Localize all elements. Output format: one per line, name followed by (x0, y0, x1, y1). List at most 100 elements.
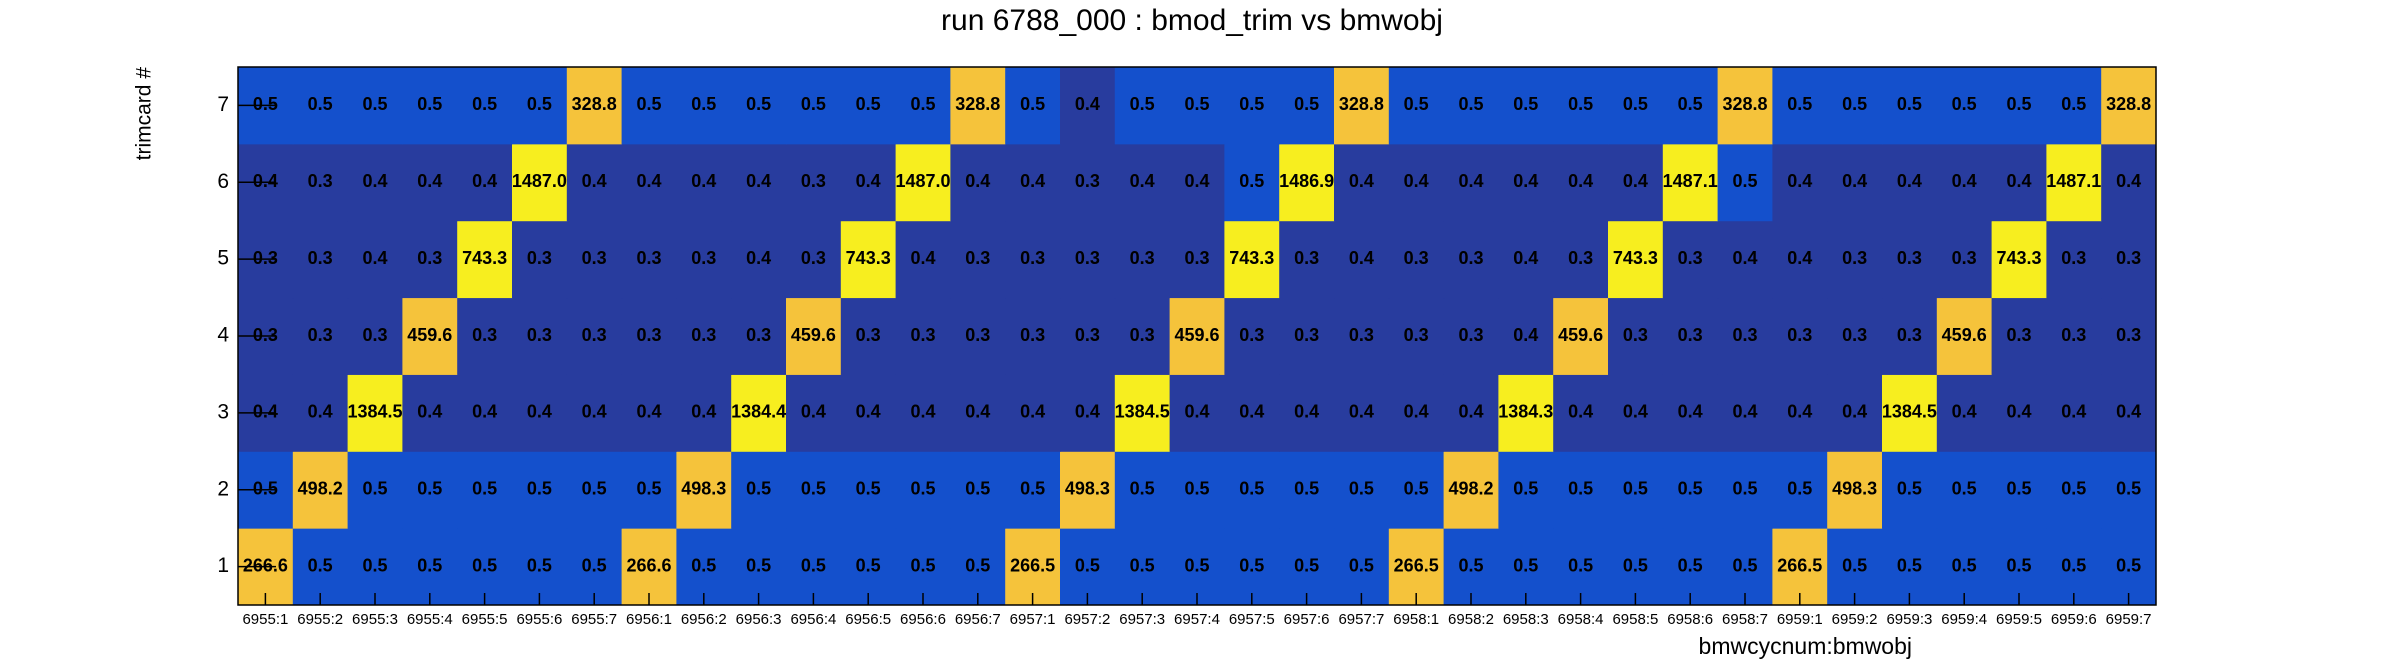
cell (950, 528, 1006, 606)
cell (1498, 297, 1554, 375)
cell (731, 297, 787, 375)
cell (402, 528, 458, 606)
cell-label: 0.4 (1184, 402, 1209, 422)
x-tick-label: 6959:5 (1996, 611, 2042, 628)
cell (566, 143, 623, 222)
cell-label: 0.5 (1732, 478, 1757, 498)
cell-label: 0.5 (801, 94, 826, 114)
cell (2046, 297, 2102, 375)
cell-label: 0.4 (1732, 402, 1757, 422)
cell (1060, 297, 1116, 375)
cell-label: 0.3 (582, 248, 607, 268)
cell-label: 0.4 (691, 402, 716, 422)
cell (1717, 451, 1773, 529)
cell-label: 0.5 (1513, 478, 1538, 498)
cell (402, 143, 458, 222)
cell-label: 0.4 (1294, 402, 1319, 422)
cell (1279, 297, 1335, 375)
cell (840, 528, 897, 606)
cell-label: 0.5 (1513, 94, 1538, 114)
cell (1114, 528, 1171, 606)
x-tick-label: 6956:5 (845, 611, 891, 628)
cell-label: 0.4 (1130, 171, 1155, 191)
cell (1060, 451, 1116, 529)
cell (1388, 528, 1445, 606)
cell (1608, 528, 1664, 606)
x-tick-label: 6958:4 (1558, 611, 1604, 628)
cell-label: 0.5 (1732, 171, 1757, 191)
cell (2046, 67, 2102, 145)
cell (1882, 297, 1938, 375)
cell-label: 0.5 (801, 478, 826, 498)
cell (457, 67, 513, 145)
cell-label: 266.5 (1394, 555, 1439, 575)
cell-label: 0.4 (1952, 171, 1977, 191)
cell (621, 67, 677, 145)
cell-label: 0.3 (856, 325, 881, 345)
cell (1553, 67, 1609, 145)
cell-label: 0.4 (1349, 248, 1374, 268)
cell-label: 0.3 (308, 325, 333, 345)
cell (1882, 143, 1938, 222)
cell-label: 498.3 (1832, 478, 1877, 498)
cell (2101, 374, 2157, 452)
x-tick-label: 6957:2 (1064, 611, 1110, 628)
cell-label: 0.5 (1732, 555, 1757, 575)
cell-label: 0.3 (1294, 325, 1319, 345)
cell (1772, 67, 1828, 145)
cell (1005, 67, 1061, 145)
cell (895, 143, 951, 222)
cell (1334, 220, 1390, 299)
cell (566, 374, 623, 452)
cell (1005, 451, 1061, 529)
x-tick-label: 6956:2 (681, 611, 727, 628)
x-tick-label: 6955:6 (516, 611, 562, 628)
cell-label: 0.4 (1020, 171, 1045, 191)
cell-label: 0.3 (527, 248, 552, 268)
cell (1169, 528, 1225, 606)
cell (1662, 143, 1719, 222)
cell (457, 220, 513, 299)
cell (1882, 451, 1938, 529)
cell (895, 67, 951, 145)
cell (1334, 528, 1390, 606)
cell-label: 0.3 (1075, 248, 1100, 268)
cell (1224, 143, 1280, 222)
cell-label: 0.5 (856, 555, 881, 575)
cell (1553, 374, 1609, 452)
cell-label: 0.5 (1623, 94, 1648, 114)
x-axis-title: bmwcycnum:bmwobj (1699, 633, 1912, 659)
cell (292, 67, 349, 145)
x-tick-label: 6957:1 (1010, 611, 1056, 628)
cell-label: 0.3 (1184, 248, 1209, 268)
cell (1772, 451, 1828, 529)
cell-label: 0.5 (1787, 94, 1812, 114)
cell (1991, 528, 2047, 606)
cell-label: 743.3 (1996, 248, 2041, 268)
x-tick-label: 6956:7 (955, 611, 1001, 628)
cell-label: 0.3 (1897, 325, 1922, 345)
cell-label: 0.4 (1239, 402, 1264, 422)
chart-title: run 6788_000 : bmod_trim vs bmwobj (941, 4, 1443, 37)
cell-label: 0.5 (1458, 555, 1483, 575)
cell-label: 0.4 (1458, 402, 1483, 422)
cell-label: 0.4 (965, 171, 990, 191)
cell-label: 0.5 (1349, 478, 1374, 498)
cell-label: 0.5 (1678, 478, 1703, 498)
cell (1334, 374, 1390, 452)
cell-label: 0.3 (1458, 325, 1483, 345)
cell (2101, 143, 2157, 222)
cell (402, 220, 458, 299)
cell-label: 266.5 (1010, 555, 1055, 575)
cell-label: 0.4 (1568, 171, 1593, 191)
cell-label: 1384.5 (1882, 402, 1937, 422)
cell-label: 0.5 (417, 478, 442, 498)
cell-label: 0.3 (362, 325, 387, 345)
cell (402, 297, 458, 375)
cell (840, 374, 897, 452)
cell (1279, 528, 1335, 606)
cell (2101, 67, 2157, 145)
cell-label: 0.5 (1513, 555, 1538, 575)
cell (2101, 528, 2157, 606)
